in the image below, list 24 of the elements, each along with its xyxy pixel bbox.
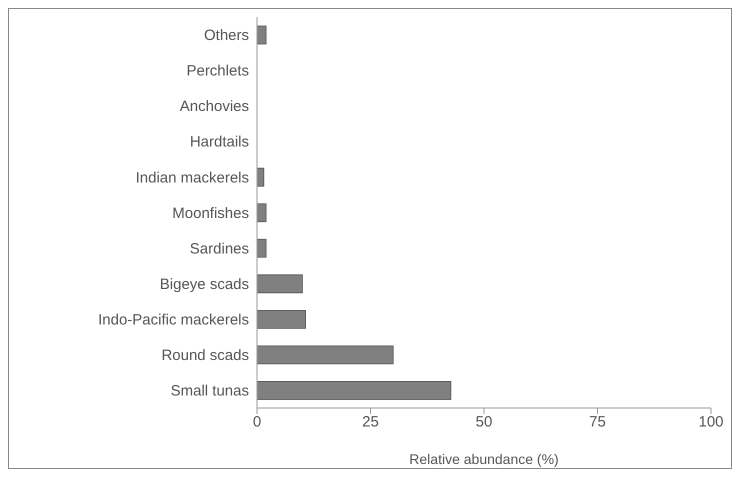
- x-tick-label: 25: [362, 414, 379, 431]
- y-tick-label: Small tunas: [170, 382, 249, 400]
- bar: [257, 238, 266, 258]
- x-tick-label: 0: [252, 414, 262, 431]
- y-tick-label: Moonfishes: [172, 204, 249, 222]
- y-tick-label: Bigeye scads: [160, 276, 249, 293]
- y-tick-label: Indian mackerels: [136, 169, 249, 186]
- bar: [257, 26, 266, 44]
- y-tick-label: Indo-Pacific mackerels: [98, 311, 249, 328]
- y-tick-label: Round scads: [161, 347, 249, 364]
- bar: [257, 381, 452, 400]
- bar: [257, 346, 394, 364]
- bar: [257, 274, 303, 294]
- y-tick-label: Others: [204, 27, 249, 44]
- x-tick-label: 50: [476, 414, 492, 431]
- y-tick-label: Perchlets: [186, 62, 249, 80]
- x-tick-label: 75: [589, 414, 606, 431]
- y-tick-label: Hardtails: [190, 134, 249, 151]
- y-tick-label: Anchovies: [180, 98, 249, 116]
- x-axis-title: Relative abundance (%): [409, 451, 559, 467]
- bar: [257, 310, 306, 329]
- y-tick-label: Sardines: [190, 240, 249, 258]
- bar: [257, 203, 266, 222]
- x-tick-label: 100: [698, 414, 724, 431]
